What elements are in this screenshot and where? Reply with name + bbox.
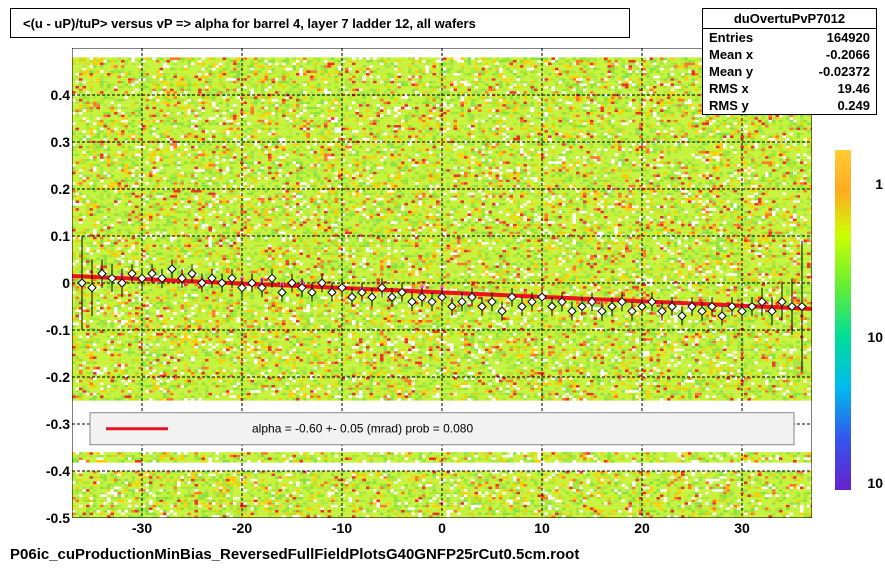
stats-value: 19.46 [837, 81, 870, 96]
y-tick-label: 0.3 [51, 134, 70, 150]
y-tick-label: -0.5 [46, 510, 70, 526]
colorbar-label: 10 [867, 475, 883, 491]
stats-label: RMS x [709, 81, 749, 96]
stats-label: RMS y [709, 98, 749, 113]
heatmap-svg: alpha = -0.60 +- 0.05 (mrad) prob = 0.08… [72, 48, 812, 518]
y-tick-label: -0.1 [46, 322, 70, 338]
stats-value: 0.249 [837, 98, 870, 113]
stats-row: Mean x -0.2066 [703, 46, 876, 63]
x-tick-label: 0 [438, 520, 446, 536]
stats-label: Mean x [709, 47, 753, 62]
stats-name: duOvertuPvP7012 [703, 9, 876, 29]
y-tick-label: 0 [62, 275, 70, 291]
y-tick-label: 0.1 [51, 228, 70, 244]
x-tick-label: 10 [534, 520, 550, 536]
y-tick-label: 0.2 [51, 181, 70, 197]
stats-row: RMS x 19.46 [703, 80, 876, 97]
stats-row: Entries 164920 [703, 29, 876, 46]
x-tick-label: -10 [332, 520, 352, 536]
stats-row: Mean y -0.02372 [703, 63, 876, 80]
stats-box: duOvertuPvP7012 Entries 164920 Mean x -0.2… [702, 8, 877, 115]
x-tick-label: -30 [132, 520, 152, 536]
plot-title: <(u - uP)/tuP> versus vP => alpha for ba… [23, 16, 476, 31]
stats-value: -0.02372 [819, 64, 870, 79]
colorbar-label: 1 [875, 176, 883, 192]
colorbar-label: 10 [867, 329, 883, 345]
stats-row: RMS y 0.249 [703, 97, 876, 114]
plot-area: alpha = -0.60 +- 0.05 (mrad) prob = 0.08… [72, 48, 812, 518]
y-tick-label: -0.3 [46, 416, 70, 432]
y-tick-label: -0.4 [46, 463, 70, 479]
stats-label: Entries [709, 30, 753, 45]
stats-value: 164920 [827, 30, 870, 45]
plot-title-box: <(u - uP)/tuP> versus vP => alpha for ba… [10, 8, 630, 38]
x-axis: -30 -20 -10 0 10 20 30 [72, 520, 812, 540]
x-tick-label: -20 [232, 520, 252, 536]
stats-value: -0.2066 [826, 47, 870, 62]
colorbar [835, 150, 851, 490]
colorbar-labels: 1 10 10 [853, 150, 885, 490]
stats-label: Mean y [709, 64, 753, 79]
y-axis: -0.5-0.4-0.3-0.2-0.100.10.20.30.4 [20, 48, 70, 518]
y-tick-label: -0.2 [46, 369, 70, 385]
y-tick-label: 0.4 [51, 87, 70, 103]
x-tick-label: 20 [634, 520, 650, 536]
x-tick-label: 30 [734, 520, 750, 536]
footer-filename: P06ic_cuProductionMinBias_ReversedFullFi… [10, 546, 579, 563]
